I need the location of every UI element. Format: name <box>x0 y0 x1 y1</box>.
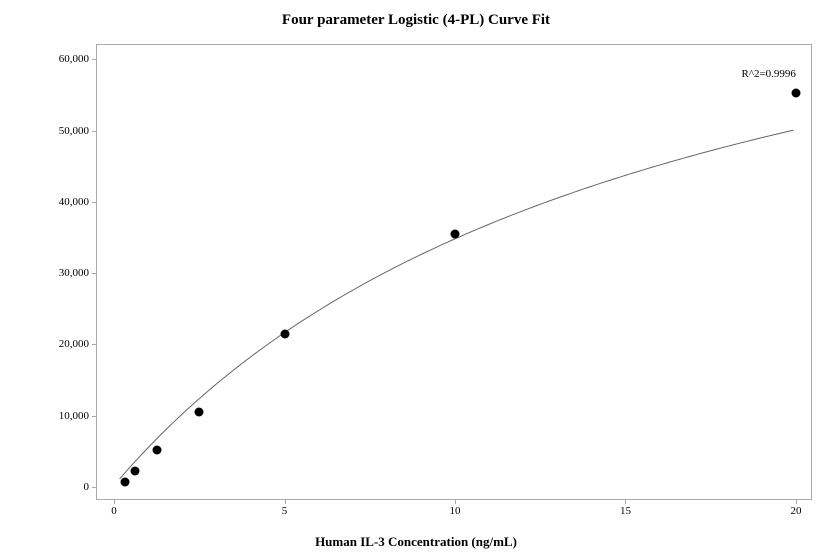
r-squared-annotation: R^2=0.9996 <box>741 68 795 80</box>
data-point <box>451 229 460 238</box>
y-tick-mark <box>92 131 97 132</box>
y-tick-label: 20,000 <box>59 338 89 350</box>
x-tick-label: 20 <box>790 505 801 517</box>
data-point <box>131 467 140 476</box>
y-tick-label: 50,000 <box>59 125 89 137</box>
chart-title: Four parameter Logistic (4-PL) Curve Fit <box>0 12 832 29</box>
fitted-curve <box>97 45 811 499</box>
plot-area: 010,00020,00030,00040,00050,00060,000051… <box>96 44 812 500</box>
data-point <box>120 477 129 486</box>
x-tick-mark <box>285 499 286 504</box>
data-point <box>791 88 800 97</box>
chart-container: Four parameter Logistic (4-PL) Curve Fit… <box>0 0 832 560</box>
data-point <box>280 329 289 338</box>
y-tick-mark <box>92 273 97 274</box>
x-tick-mark <box>796 499 797 504</box>
y-tick-label: 40,000 <box>59 196 89 208</box>
y-tick-mark <box>92 487 97 488</box>
y-tick-label: 60,000 <box>59 53 89 65</box>
x-axis-label: Human IL-3 Concentration (ng/mL) <box>0 534 832 550</box>
x-tick-label: 0 <box>111 505 117 517</box>
y-tick-label: 30,000 <box>59 267 89 279</box>
data-point <box>195 407 204 416</box>
x-tick-label: 5 <box>282 505 288 517</box>
y-tick-mark <box>92 344 97 345</box>
x-tick-mark <box>114 499 115 504</box>
x-tick-mark <box>455 499 456 504</box>
y-tick-mark <box>92 202 97 203</box>
x-tick-label: 15 <box>620 505 631 517</box>
data-point <box>152 445 161 454</box>
y-tick-mark <box>92 416 97 417</box>
y-tick-label: 0 <box>84 481 90 493</box>
y-tick-mark <box>92 59 97 60</box>
x-tick-mark <box>625 499 626 504</box>
x-tick-label: 10 <box>450 505 461 517</box>
y-tick-label: 10,000 <box>59 410 89 422</box>
